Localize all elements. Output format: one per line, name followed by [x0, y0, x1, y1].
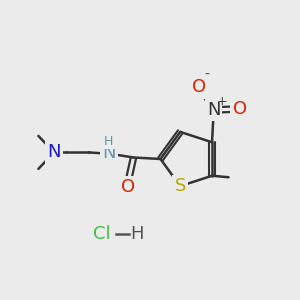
Text: H: H	[130, 225, 143, 243]
Text: +: +	[217, 95, 227, 108]
Text: -: -	[204, 68, 209, 82]
Text: N: N	[102, 144, 116, 162]
Text: Cl: Cl	[93, 225, 111, 243]
Text: N: N	[207, 101, 220, 119]
Text: O: O	[192, 78, 206, 96]
Text: O: O	[121, 178, 135, 196]
Text: H: H	[104, 135, 113, 148]
Text: S: S	[175, 177, 186, 195]
Text: O: O	[232, 100, 247, 118]
Text: N: N	[47, 143, 61, 161]
